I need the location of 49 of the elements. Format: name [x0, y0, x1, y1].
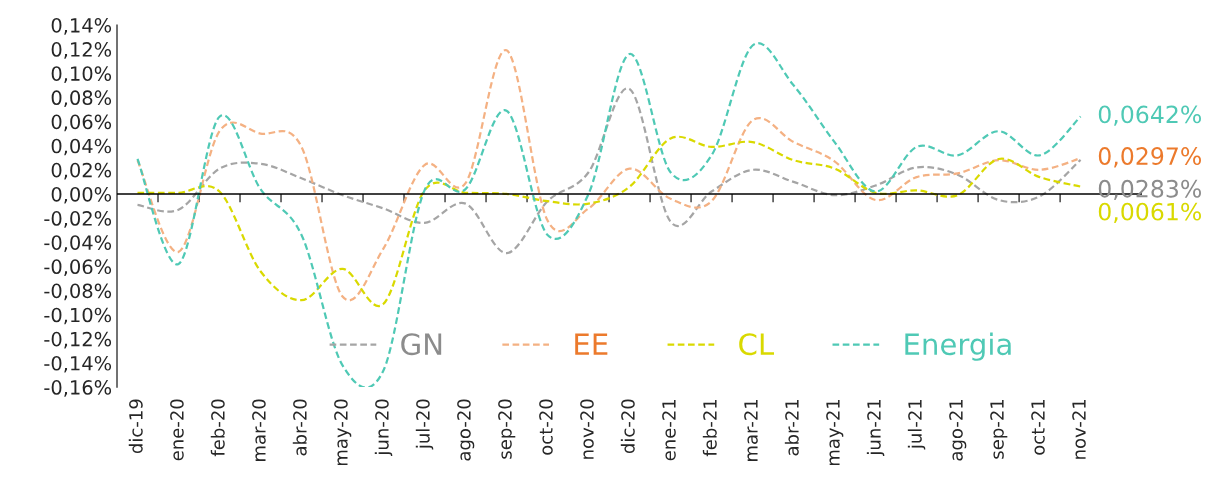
- data-label: 0,0061%: [1098, 202, 1202, 223]
- y-tick-label: -0,12%: [44, 331, 112, 349]
- y-tick-label: -0,16%: [44, 380, 112, 397]
- legend-label: EE: [575, 333, 608, 355]
- x-tick-label: ago-21: [949, 399, 967, 461]
- y-tick-label: 0,14%: [51, 17, 112, 35]
- x-tick-label: ene-20: [170, 399, 184, 461]
- x-tick-label: abr-21: [784, 399, 799, 456]
- y-tick-label: 0,06%: [51, 114, 112, 132]
- x-tick-label: sep-21: [990, 399, 1008, 459]
- data-label: 0,0297%: [1098, 147, 1202, 168]
- y-tick-label: -0,14%: [44, 355, 112, 373]
- y-tick-label: 0,12%: [51, 42, 112, 59]
- x-tick-label: sep-20: [498, 399, 516, 459]
- y-tick-label: 0,04%: [51, 138, 112, 156]
- x-tick-label: ago-20: [457, 399, 475, 461]
- x-tick-label: feb-21: [702, 399, 717, 457]
- legend-label: Energia: [905, 332, 1011, 361]
- x-tick-label: oct-20: [539, 399, 553, 455]
- y-tick-label: -0,04%: [44, 235, 112, 252]
- y-tick-label: -0,06%: [44, 259, 112, 277]
- x-tick-label: abr-20: [292, 399, 307, 456]
- y-tick-label: 0,08%: [51, 90, 112, 108]
- x-tick-label: jul-21: [907, 399, 926, 450]
- data-label: 0,0283%: [1098, 179, 1202, 201]
- line-series: [136, 87, 1082, 255]
- x-tick-label: feb-20: [210, 399, 225, 457]
- y-tick-label: -0,02%: [44, 211, 112, 228]
- x-tick-label: oct-21: [1031, 399, 1045, 455]
- y-tick-label: -0,08%: [44, 283, 112, 301]
- y-tick-label: -0,10%: [44, 307, 112, 325]
- y-tick-label: 0,00%: [51, 186, 112, 204]
- x-tick-label: ene-21: [662, 399, 676, 461]
- legend-label: CL: [739, 333, 775, 356]
- x-tick-label: nov-20: [580, 399, 594, 459]
- x-tick-label: may-20: [334, 399, 352, 466]
- x-tick-label: may-21: [826, 399, 844, 466]
- x-tick-label: dic-20: [620, 399, 635, 454]
- x-tick-label: mar-20: [252, 399, 266, 461]
- y-tick-label: 0,10%: [51, 66, 112, 83]
- x-tick-label: jul-20: [415, 399, 434, 450]
- x-tick-label: dic-19: [128, 399, 143, 454]
- y-tick-label: 0,02%: [51, 162, 112, 180]
- legend-label: GN: [401, 333, 442, 356]
- x-tick-label: jun-20: [374, 399, 393, 456]
- x-tick-label: nov-21: [1072, 399, 1086, 459]
- x-tick-label: jun-21: [866, 399, 885, 456]
- data-label: 0,0642%: [1098, 105, 1202, 126]
- x-tick-label: mar-21: [744, 399, 758, 461]
